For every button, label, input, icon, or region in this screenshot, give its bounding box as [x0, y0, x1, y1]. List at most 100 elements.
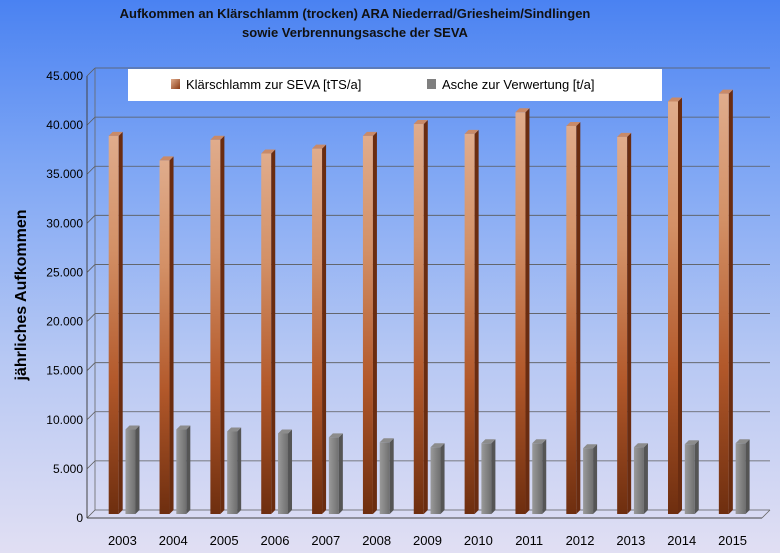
bar-ash-side [593, 444, 598, 514]
y-tick-label: 40.000 [46, 118, 83, 132]
bar-sludge-side [372, 131, 377, 514]
bar-ash-top [481, 439, 496, 444]
gridline-side [86, 165, 96, 175]
bar-ash [583, 448, 594, 514]
y-tick-label: 45.000 [46, 69, 83, 83]
bar-sludge-side [271, 149, 276, 514]
x-tick-label: 2006 [261, 533, 290, 548]
bar-ash [227, 431, 238, 514]
y-tick-label: 15.000 [46, 364, 83, 378]
bar-sludge [362, 135, 373, 514]
bar-ash-side [491, 439, 496, 514]
bar-ash [328, 437, 339, 514]
bar-sludge-top [159, 156, 174, 161]
bar-ash [532, 443, 543, 514]
gridline-side [86, 215, 96, 224]
y-tick-label: 30.000 [46, 216, 83, 230]
legend-box [128, 69, 662, 101]
legend-swatch-ash [427, 79, 436, 89]
bar-sludge-top [464, 129, 479, 134]
bar-sludge [617, 136, 628, 514]
x-tick-labels: 2003 2004 2005 2006 2007 2008 2009 2010 2011 2012… [108, 533, 747, 548]
y-tick-label: 5.000 [53, 462, 83, 476]
bar-sludge [464, 133, 475, 514]
bar-sludge-top [312, 144, 327, 149]
bar-ash-top [583, 444, 598, 449]
bar-ash [125, 429, 136, 514]
x-tick-label: 2003 [108, 533, 137, 548]
bar-ash-top [430, 443, 445, 448]
bar-sludge [413, 124, 424, 515]
bar-ash-top [328, 433, 343, 438]
bar-ash [481, 443, 492, 514]
x-tick-label: 2015 [718, 533, 747, 548]
bar-sludge-side [525, 108, 530, 514]
bar-sludge-top [515, 108, 530, 113]
bars [108, 89, 750, 515]
bar-sludge [108, 135, 119, 514]
bar-sludge-top [210, 135, 225, 140]
bar-ash-side [643, 443, 648, 514]
y-tick-label: 0 [76, 511, 83, 525]
x-tick-label: 2007 [311, 533, 340, 548]
bar-ash-top [176, 425, 191, 430]
bar-sludge [159, 160, 170, 514]
x-tick-label: 2013 [616, 533, 645, 548]
bar-ash [430, 447, 441, 514]
x-tick-label: 2005 [210, 533, 239, 548]
chart-title-line1: Aufkommen an Klärschlamm (trocken) ARA N… [120, 6, 591, 21]
x-tick-label: 2012 [566, 533, 595, 548]
x-tick-label: 2008 [362, 533, 391, 548]
bar-sludge-top [718, 89, 733, 94]
x-tick-label: 2010 [464, 533, 493, 548]
legend-swatch-sludge [171, 79, 180, 89]
bar-sludge-side [423, 120, 428, 515]
x-tick-label: 2011 [515, 533, 543, 548]
bar-sludge [515, 112, 526, 514]
bar-ash-top [633, 443, 648, 448]
bar-ash-side [694, 440, 699, 514]
bar-ash-side [440, 443, 445, 514]
bar-ash [735, 443, 746, 514]
bar-ash-top [227, 427, 242, 432]
bar-sludge-top [413, 120, 428, 125]
gridline-side [86, 67, 96, 77]
chart-title-line2: sowie Verbrennungsasche der SEVA [242, 25, 469, 40]
bar-sludge [312, 148, 323, 514]
gridline-side [86, 460, 96, 470]
bar-sludge-top [261, 149, 276, 154]
x-tick-label: 2009 [413, 533, 442, 548]
bar-sludge-side [627, 132, 632, 514]
bar-sludge [210, 139, 221, 515]
bar-sludge-top [362, 131, 377, 136]
bar-sludge [668, 101, 679, 514]
bar-sludge [261, 153, 272, 514]
y-tick-label: 25.000 [46, 265, 83, 279]
bar-ash [684, 444, 695, 514]
bar-ash-top [278, 429, 293, 434]
bar-sludge-side [474, 129, 479, 514]
y-tick-label: 10.000 [46, 413, 83, 427]
legend-label-ash: Asche zur Verwertung [t/a] [442, 77, 594, 92]
bar-ash-top [125, 425, 140, 430]
gridline-side [86, 264, 96, 273]
bar-sludge-side [728, 89, 733, 514]
y-tick-label: 35.000 [46, 167, 83, 181]
gridline-side [86, 313, 96, 322]
gridline-side [86, 509, 96, 519]
x-tick-label: 2014 [667, 533, 696, 548]
bar-sludge-side [576, 122, 581, 515]
gridline-side [86, 116, 96, 126]
bar-ash-side [389, 438, 394, 514]
gridline-side [86, 362, 96, 371]
bar-sludge-top [108, 131, 123, 136]
y-tick-labels: 0 5.000 10.000 15.000 20.000 25.000 30.000 35.0… [46, 69, 83, 525]
bar-sludge-side [678, 97, 683, 514]
bar-sludge-side [169, 156, 174, 514]
legend-label-sludge: Klärschlamm zur SEVA [tTS/a] [186, 77, 361, 92]
x-tick-label: 2004 [159, 533, 188, 548]
bar-ash-side [542, 439, 547, 514]
bar-ash-top [735, 439, 750, 444]
